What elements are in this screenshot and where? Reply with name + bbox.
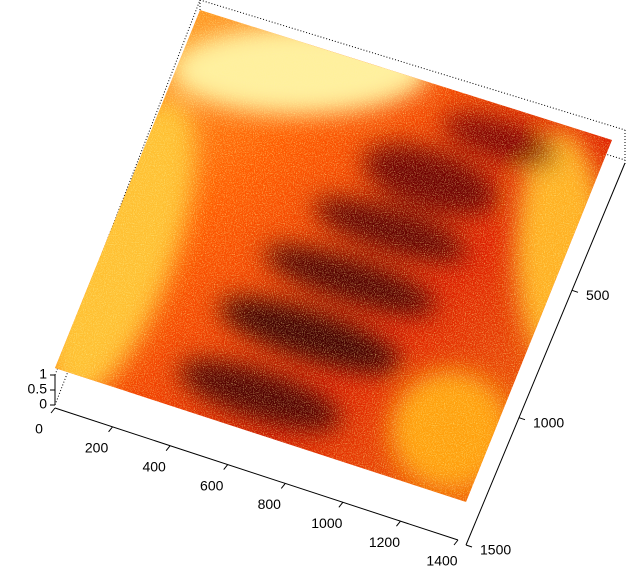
x-tick-label: 400 [142,458,166,474]
y-tick [572,290,578,292]
x-tick [224,465,228,470]
y-tick [466,545,472,547]
x-tick-label: 1200 [369,534,400,550]
x-tick [339,502,343,507]
x-tick [454,540,458,545]
y-tick-label: 1000 [533,414,564,430]
x-tick-label: 0 [35,421,43,437]
y-tick [519,418,525,420]
x-tick-label: 800 [258,496,282,512]
x-tick-label: 600 [200,477,224,493]
z-tick-label: 1 [39,366,47,382]
z-tick-label: 0.5 [28,381,48,397]
x-tick [166,446,170,451]
x-tick-label: 200 [85,440,109,456]
y-tick-label: 1500 [480,542,511,558]
x-tick [109,427,113,432]
chart: 02004006008001000120014005001000150000.5… [0,0,630,572]
x-tick-label: 1000 [311,515,342,531]
x-tick [51,408,55,413]
x-tick [281,483,285,488]
y-tick-label: 500 [586,287,610,303]
x-tick-label: 1400 [426,553,457,569]
x-tick [396,521,400,526]
z-tick-label: 0 [39,396,47,412]
surface [0,0,630,572]
